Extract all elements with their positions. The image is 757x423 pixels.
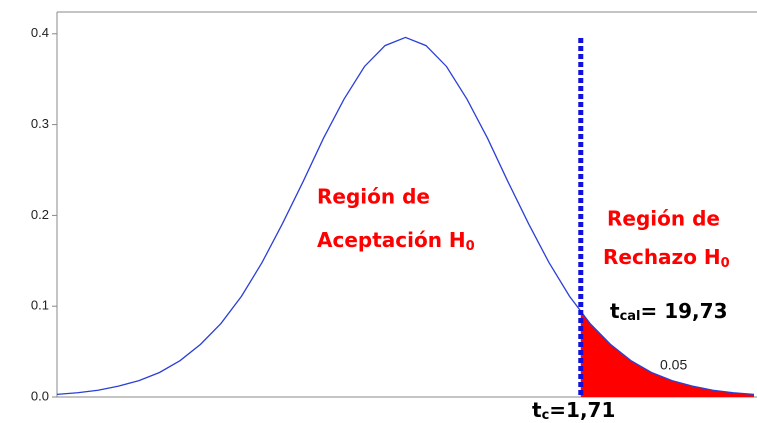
y-tick-label: 0.2 xyxy=(31,207,49,222)
rejection-label: Región de xyxy=(607,207,720,231)
rejection-label: Rechazo H0 xyxy=(603,245,730,271)
t-cal-label: tcal= 19,73 xyxy=(610,299,727,324)
label-part: =1,71 xyxy=(549,398,615,422)
label-sub: c xyxy=(542,408,550,423)
y-tick-label: 0.3 xyxy=(31,116,49,131)
label-part: = 19,73 xyxy=(641,299,728,323)
density-curve xyxy=(56,36,755,396)
y-tick-label: 0.0 xyxy=(31,388,49,403)
t-c-label: tc=1,71 xyxy=(532,398,615,423)
y-tick-label: 0.1 xyxy=(31,298,49,313)
label-sub: 0 xyxy=(466,239,475,254)
rejection-area xyxy=(580,311,754,397)
label-sub: 0 xyxy=(721,256,730,271)
label-sub: cal xyxy=(620,309,641,324)
acceptance-label: Aceptación H0 xyxy=(317,228,475,254)
label-part: t xyxy=(610,299,620,323)
label-part: t xyxy=(532,398,542,422)
label-part: Aceptación H xyxy=(317,228,466,252)
acceptance-label: Región de xyxy=(317,185,430,209)
y-tick-label: 0.4 xyxy=(31,25,49,40)
tail-area-label: 0.05 xyxy=(660,357,687,373)
label-part: Rechazo H xyxy=(603,245,721,269)
